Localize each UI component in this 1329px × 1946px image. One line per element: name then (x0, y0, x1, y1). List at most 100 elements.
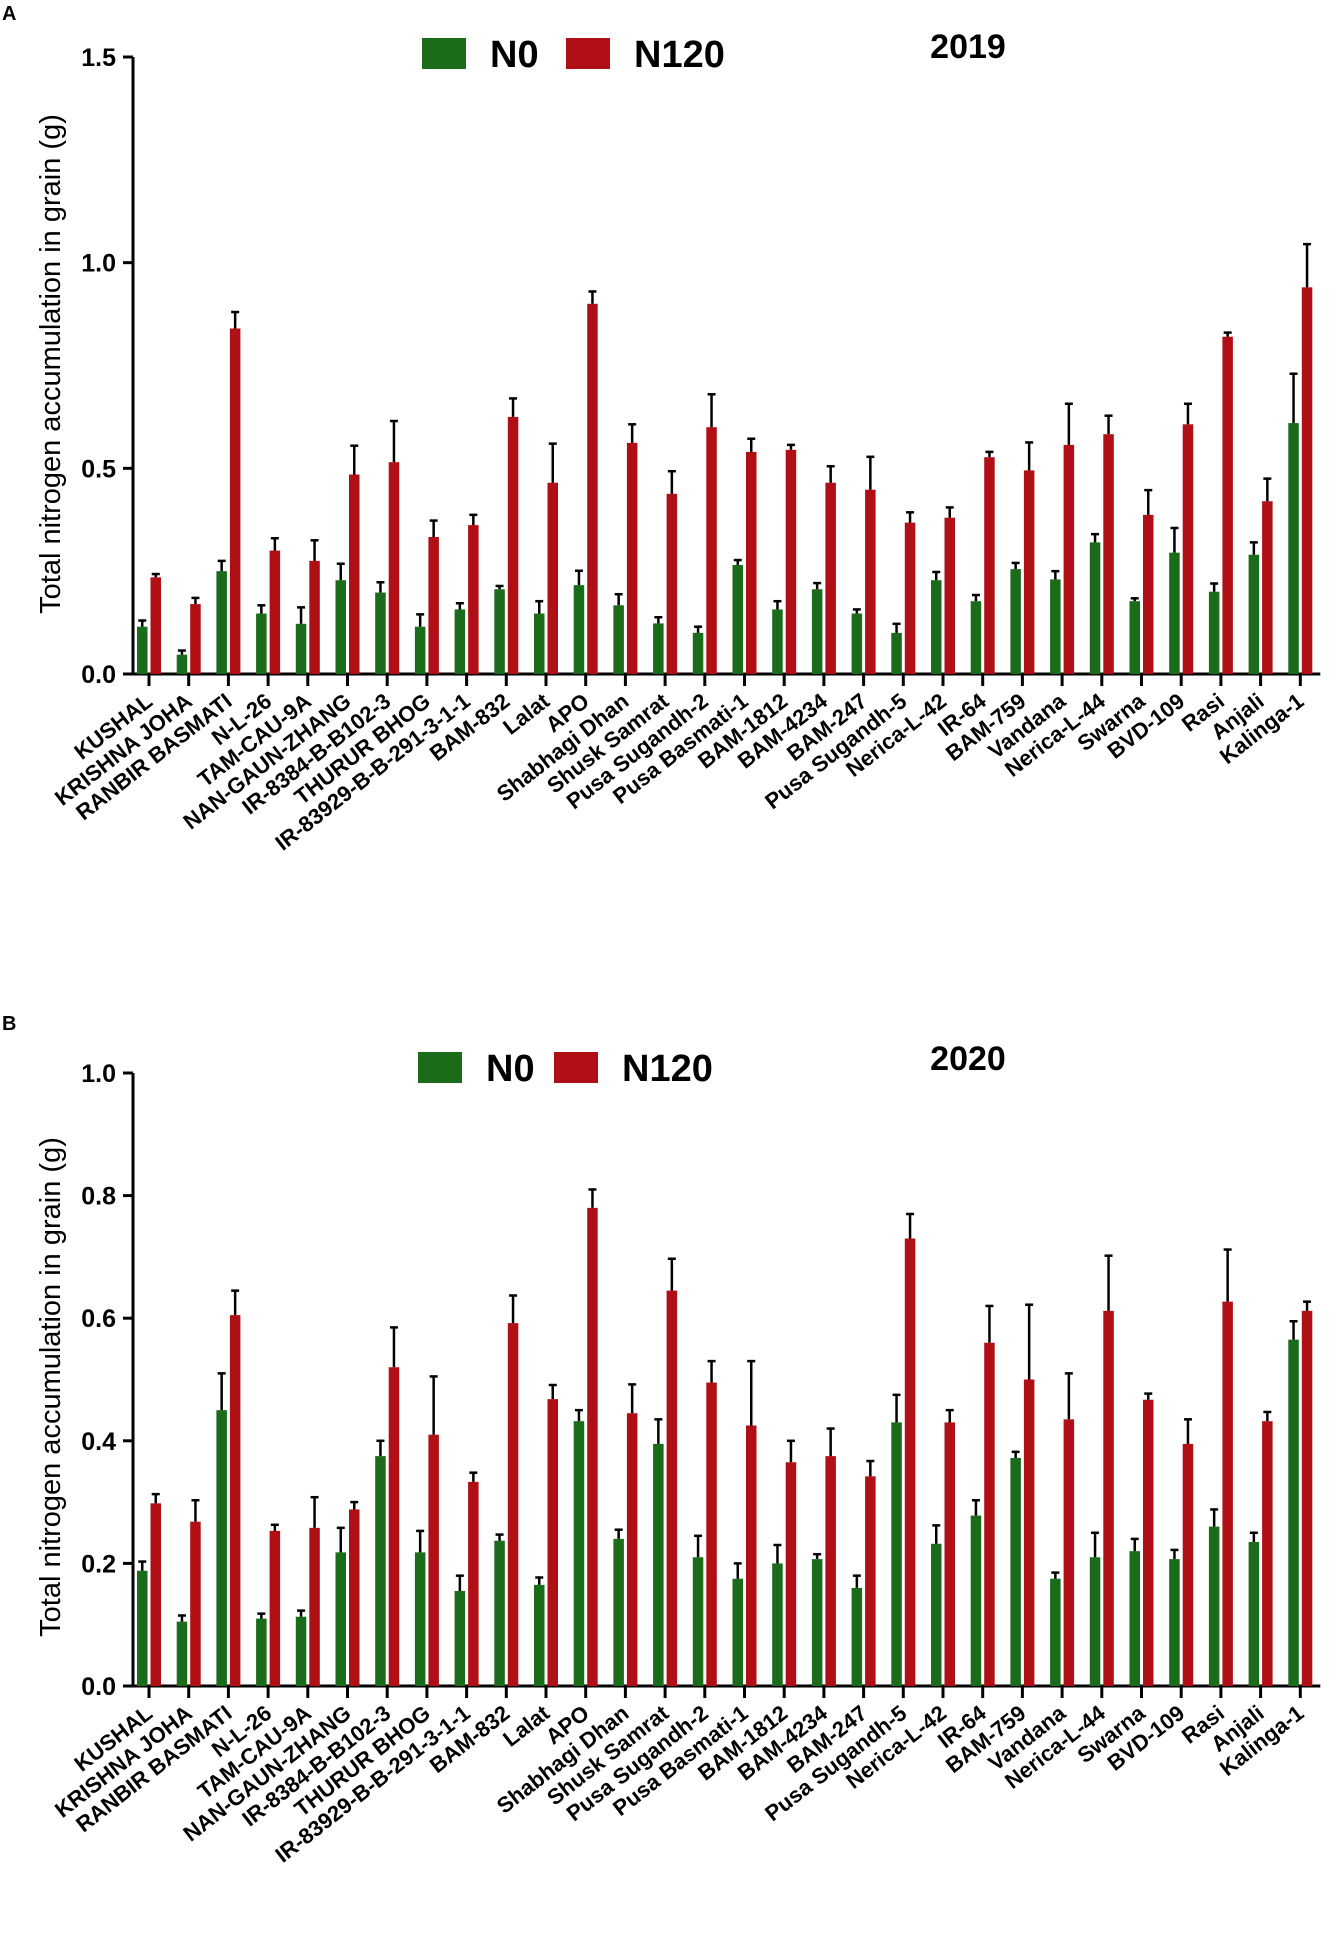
bar-n0 (534, 613, 545, 674)
legend-swatch-n120 (554, 1052, 598, 1083)
bar-n120 (626, 442, 638, 674)
bar-n120 (904, 522, 916, 674)
bar-n0 (970, 1515, 982, 1686)
bar-n0 (375, 1456, 386, 1686)
bar-n120 (785, 1462, 797, 1686)
bar-n0 (573, 1421, 585, 1686)
bar-n0 (216, 571, 227, 674)
bar-n120 (666, 493, 678, 674)
y-tick-label: 0.0 (81, 661, 116, 689)
y-tick-label: 0.4 (81, 1428, 116, 1456)
legend-swatch-n120 (566, 38, 610, 69)
bar-n0 (256, 1618, 267, 1686)
y-tick-label: 0.2 (81, 1550, 116, 1578)
bar-n0 (1248, 554, 1260, 674)
bar-n0 (454, 609, 466, 674)
bar-n120 (587, 303, 598, 674)
bar-n0 (811, 589, 823, 674)
bar-n120 (507, 1323, 519, 1686)
legend: N0 N120 (418, 1048, 713, 1090)
bar-n120 (746, 1425, 757, 1686)
legend: N0 N120 (422, 34, 725, 76)
bar-n120 (269, 1530, 281, 1686)
y-axis-title: Total nitrogen accumulation in grain (g) (35, 114, 67, 614)
bar-n0 (1288, 1339, 1299, 1686)
bar-n120 (190, 1521, 201, 1686)
bar-n120 (1222, 336, 1233, 674)
bar-n0 (1050, 579, 1061, 674)
bar-n0 (811, 1559, 823, 1686)
bar-n120 (587, 1207, 598, 1686)
bar-n120 (1222, 1301, 1233, 1686)
bar-n0 (613, 1538, 624, 1686)
y-tick-label: 0.5 (81, 455, 116, 483)
bar-n0 (931, 1543, 942, 1686)
bar-n0 (613, 605, 624, 674)
bar-n0 (891, 632, 902, 674)
bar-n120 (309, 560, 320, 674)
bar-n120 (388, 462, 400, 674)
bar-n120 (785, 449, 797, 674)
bar-n120 (984, 1342, 995, 1686)
bar-n120 (547, 482, 558, 674)
bar-n120 (904, 1238, 916, 1686)
bar-n0 (1208, 591, 1220, 674)
bar-n0 (772, 1563, 783, 1686)
bar-n120 (1103, 434, 1114, 674)
bar-n120 (825, 1456, 836, 1686)
bar-n120 (1182, 1443, 1194, 1686)
bar-n120 (1143, 514, 1154, 674)
bar-n120 (547, 1399, 558, 1686)
bar-n120 (507, 416, 519, 674)
legend-swatch-n0 (418, 1052, 462, 1083)
bar-n0 (256, 613, 267, 674)
legend-label-n0: N0 (490, 34, 539, 76)
bar-n0 (1208, 1526, 1220, 1686)
bar-n120 (1262, 501, 1273, 674)
bar-n120 (1301, 1310, 1313, 1686)
bar-n0 (414, 626, 426, 674)
bar-n0 (1248, 1541, 1260, 1686)
bar-n0 (851, 613, 863, 674)
bar-n0 (137, 1570, 148, 1686)
bar-n0 (1129, 1551, 1140, 1686)
panel-b-chart: B 2020 N0 N120 Total nitrogen accumulati… (2, 1013, 1321, 1867)
y-axis-title: Total nitrogen accumulation in grain (g) (35, 1137, 67, 1637)
bar-n0 (1010, 569, 1021, 674)
bar-n0 (1169, 552, 1180, 674)
bar-n120 (150, 577, 161, 674)
bar-n120 (349, 1509, 360, 1686)
y-tick-label: 0.8 (81, 1183, 116, 1211)
legend-swatch-n0 (422, 38, 466, 69)
bar-n0 (1089, 542, 1101, 674)
bar-n0 (176, 654, 188, 674)
y-tick-label: 0.6 (81, 1305, 116, 1333)
bar-n120 (229, 328, 241, 674)
bar-n0 (335, 1552, 346, 1686)
bar-n120 (865, 489, 876, 674)
bar-n120 (825, 482, 836, 674)
bar-n0 (1288, 423, 1299, 674)
bar-n120 (1262, 1421, 1273, 1686)
bar-n120 (1103, 1310, 1114, 1686)
legend-label-n120: N120 (622, 1048, 713, 1090)
legend-label-n0: N0 (486, 1048, 535, 1090)
bar-n120 (944, 1422, 955, 1686)
bar-n0 (454, 1590, 466, 1686)
bar-n0 (137, 626, 148, 674)
bar-n120 (1182, 424, 1194, 674)
bar-n0 (216, 1410, 227, 1686)
bar-n120 (150, 1503, 161, 1686)
bar-n0 (692, 632, 704, 674)
y-tick-label: 1.0 (81, 1060, 116, 1088)
panel-label-b: B (2, 1013, 16, 1035)
bar-n120 (468, 1481, 479, 1686)
bar-n120 (1023, 470, 1035, 674)
bar-n120 (388, 1367, 400, 1686)
bar-n0 (772, 609, 783, 674)
bar-n0 (732, 564, 743, 674)
chart-title-2020: 2020 (930, 1040, 1006, 1078)
bar-n0 (375, 592, 386, 674)
bar-n0 (414, 1552, 426, 1686)
